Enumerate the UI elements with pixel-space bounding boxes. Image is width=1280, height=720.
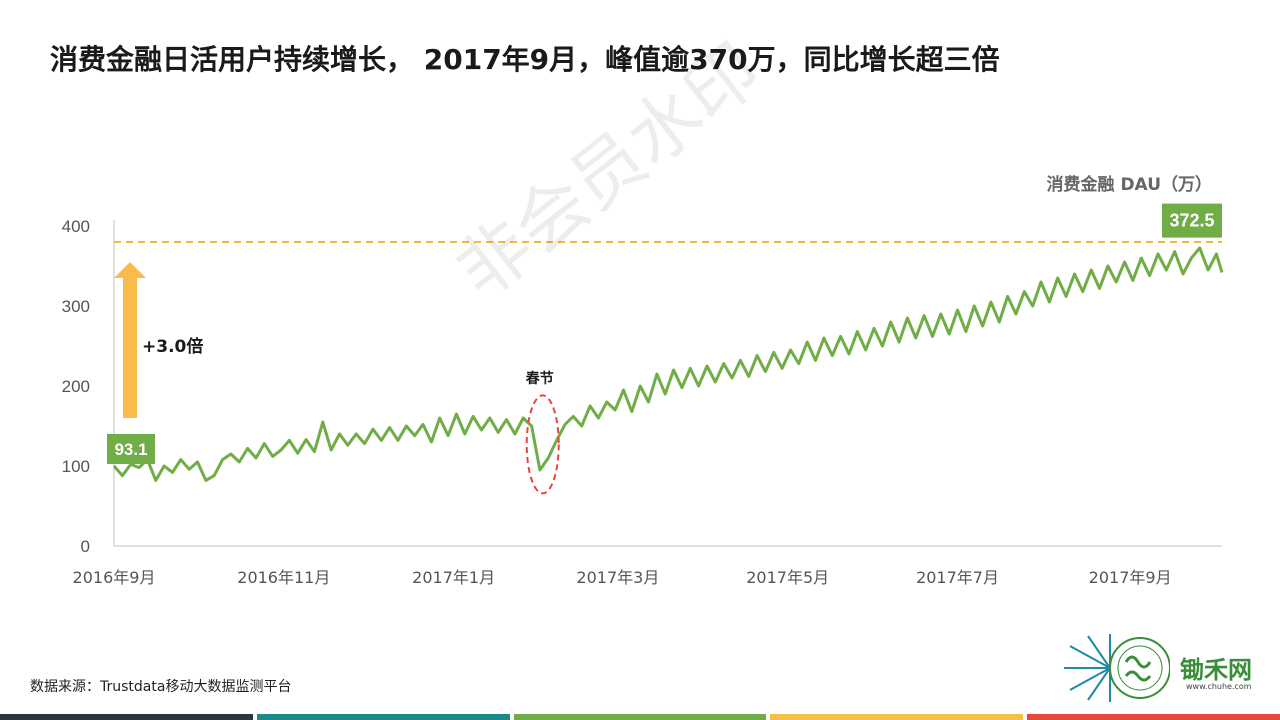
y-tick-label: 400 [62,217,90,236]
peak-value-box [1162,203,1222,238]
start-value-label: 93.1 [114,440,147,459]
peak-value-label: 372.5 [1169,211,1214,231]
page-title: 消费金融日活用户持续增长， 2017年9月，峰值逾370万，同比增长超三倍 [50,43,1000,76]
x-tick-label: 2017年3月 [576,568,659,587]
logo-icon [1064,634,1171,702]
start-value-box [107,434,155,464]
growth-arrow-shaft [123,276,137,418]
x-tick-label: 2017年1月 [412,568,495,587]
bottom-bar-segment [1027,714,1280,720]
spring-festival-ellipse [525,394,560,495]
y-tick-label: 300 [62,297,90,316]
logo-url: www.chuhe.com [1186,682,1252,691]
x-tick-label: 2017年7月 [916,568,999,587]
dau-series-line [112,246,1224,482]
growth-arrow-head [114,262,146,278]
x-tick-label: 2017年5月 [746,568,829,587]
unit-label: 消费金融 DAU（万） [1046,175,1212,195]
logo-name: 锄禾网 [1180,656,1252,684]
x-tick-label: 2017年9月 [1089,568,1172,587]
y-tick-label: 0 [81,537,90,556]
x-tick-label: 2016年9月 [73,568,156,587]
y-tick-label: 100 [62,457,90,476]
y-tick-label: 200 [62,377,90,396]
bottom-bar-segment [770,714,1024,720]
spring-festival-label: 春节 [525,370,554,387]
logo-mark [1060,632,1270,704]
bottom-bar-segment [0,714,253,720]
growth-label: +3.0倍 [142,336,203,357]
bottom-bar-segment [513,714,767,720]
bottom-bar-segment [256,714,510,720]
bottom-color-bar [0,714,1280,720]
x-tick-label: 2016年11月 [237,568,330,587]
data-source: 数据来源：Trustdata移动大数据监测平台 [30,679,292,695]
